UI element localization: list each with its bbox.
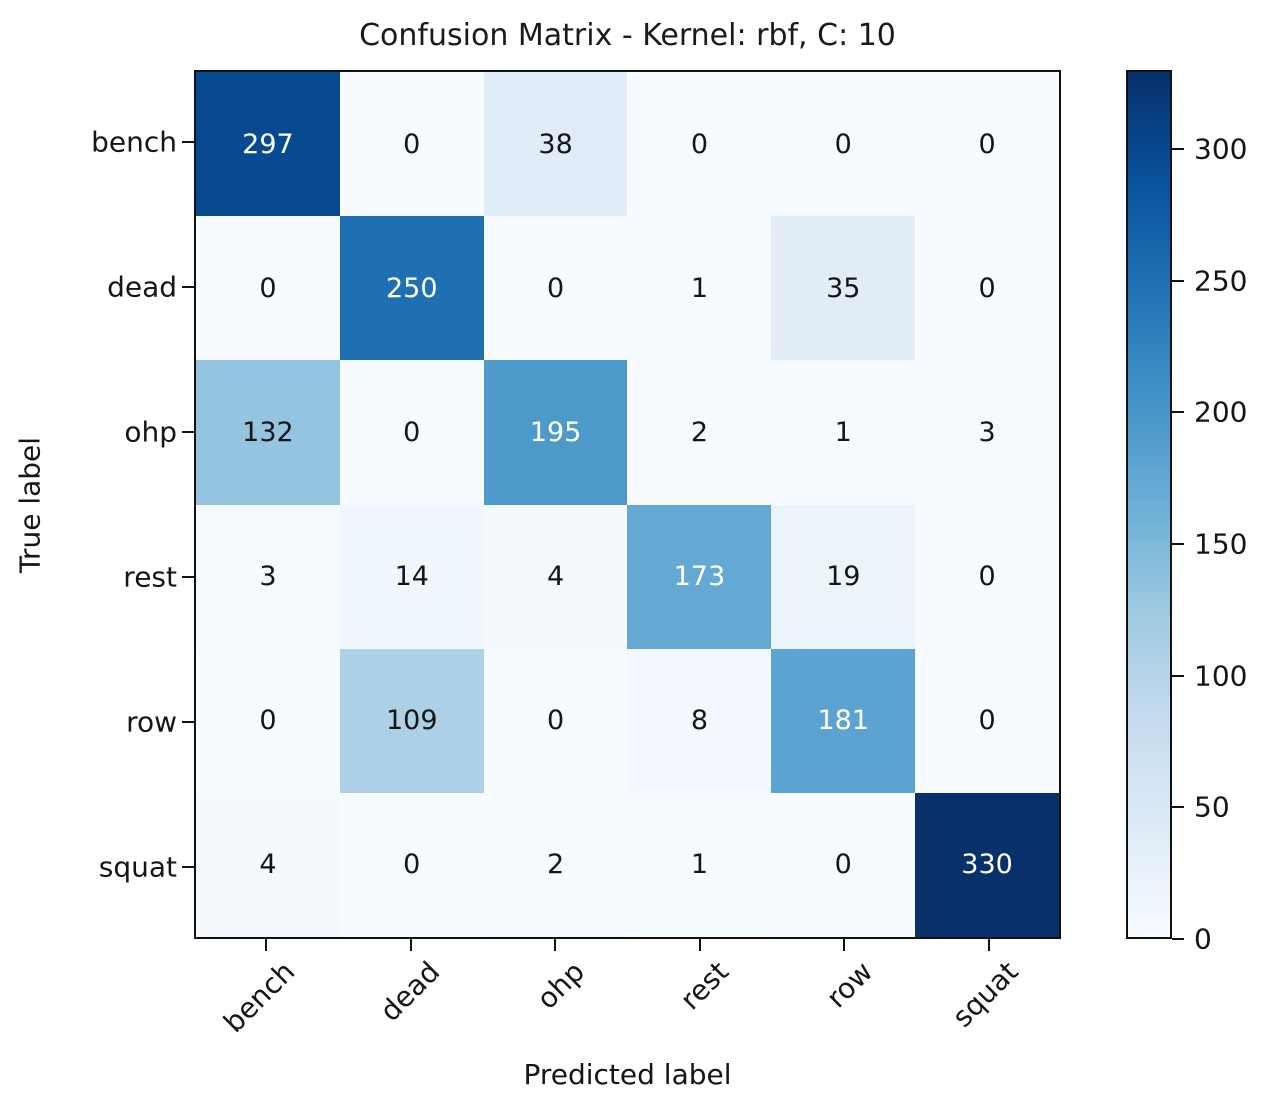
colorbar-tick-label: 300 [1194,132,1248,166]
colorbar-tick-label: 200 [1194,395,1248,429]
x-tick-mark [987,939,990,951]
x-axis-label: Predicted label [523,1058,732,1091]
colorbar-tick-mark [1172,674,1184,677]
matrix-cell: 0 [339,792,484,937]
y-tick-label: rest [123,560,177,594]
colorbar-tick-label: 150 [1194,527,1248,561]
matrix-cell: 0 [627,72,772,217]
x-tick-label: row [820,955,880,1015]
matrix-cell: 0 [483,648,628,793]
colorbar-tick-label: 0 [1194,922,1212,956]
x-tick-label: bench [217,955,302,1040]
matrix-cell: 8 [627,648,772,793]
matrix-cell: 0 [771,792,916,937]
matrix-cell: 0 [915,216,1059,361]
x-tick-mark [554,939,557,951]
colorbar-tick-mark [1172,279,1184,282]
y-tick-mark [182,575,194,578]
y-tick-label: row [126,705,177,739]
matrix-cell: 109 [339,648,484,793]
matrix-cell: 297 [196,72,340,217]
matrix-cell: 132 [196,360,340,505]
matrix-cell: 0 [196,216,340,361]
colorbar-tick-label: 250 [1194,264,1248,298]
y-axis-label: True label [13,436,47,574]
y-tick-mark [182,286,194,289]
matrix-cell: 0 [196,648,340,793]
x-tick-mark [843,939,846,951]
matrix-cell: 0 [339,72,484,217]
chart-title: Confusion Matrix - Kernel: rbf, C: 10 [359,18,896,53]
colorbar-tick-mark [1172,411,1184,414]
y-tick-label: dead [107,270,177,304]
x-tick-label: squat [945,955,1025,1034]
x-tick-mark [409,939,412,951]
matrix-cell: 14 [339,504,484,649]
colorbar-tick-mark [1172,148,1184,150]
matrix-cell: 195 [483,360,628,505]
matrix-cell: 4 [196,792,340,937]
colorbar-tick-label: 50 [1194,790,1230,824]
matrix-cell: 1 [627,792,772,937]
matrix-cell: 173 [627,504,772,649]
matrix-cell: 2 [627,360,772,505]
y-tick-label: bench [91,125,177,159]
matrix-cell: 0 [339,360,484,505]
colorbar [1126,70,1172,939]
matrix-cell: 1 [771,360,916,505]
x-tick-mark [698,939,701,951]
matrix-cell: 0 [915,504,1059,649]
y-tick-label: ohp [124,415,177,449]
matrix-cell: 0 [771,72,916,217]
y-tick-mark [182,141,194,144]
colorbar-tick-mark [1172,806,1184,809]
matrix-cell: 3 [196,504,340,649]
y-tick-mark [182,431,194,434]
x-tick-label: dead [373,955,447,1028]
colorbar-tick-mark [1172,938,1184,940]
matrix-cell: 0 [483,216,628,361]
matrix-cell: 19 [771,504,916,649]
matrix-cell: 35 [771,216,916,361]
matrix-cell: 2 [483,792,628,937]
matrix-cell: 181 [771,648,916,793]
x-tick-label: ohp [530,955,591,1016]
colorbar-tick-label: 100 [1194,659,1248,693]
colorbar-tick-mark [1172,543,1184,545]
matrix-cell: 0 [915,72,1059,217]
matrix-cell: 4 [483,504,628,649]
y-tick-mark [182,720,194,723]
y-tick-label: squat [98,850,177,884]
matrix-cell: 1 [627,216,772,361]
y-tick-mark [182,865,194,868]
x-tick-mark [265,939,268,951]
matrix-cell: 3 [915,360,1059,505]
confusion-matrix-grid: 297 0 38 0 0 0 0 250 0 1 35 0 132 0 195 2 1 3 3 14 4 173 19 0 0 1… [194,70,1061,939]
matrix-cell: 250 [339,216,484,361]
x-tick-label: rest [673,955,736,1017]
matrix-cell: 330 [915,792,1059,937]
matrix-cell: 38 [483,72,628,217]
matrix-cell: 0 [915,648,1059,793]
